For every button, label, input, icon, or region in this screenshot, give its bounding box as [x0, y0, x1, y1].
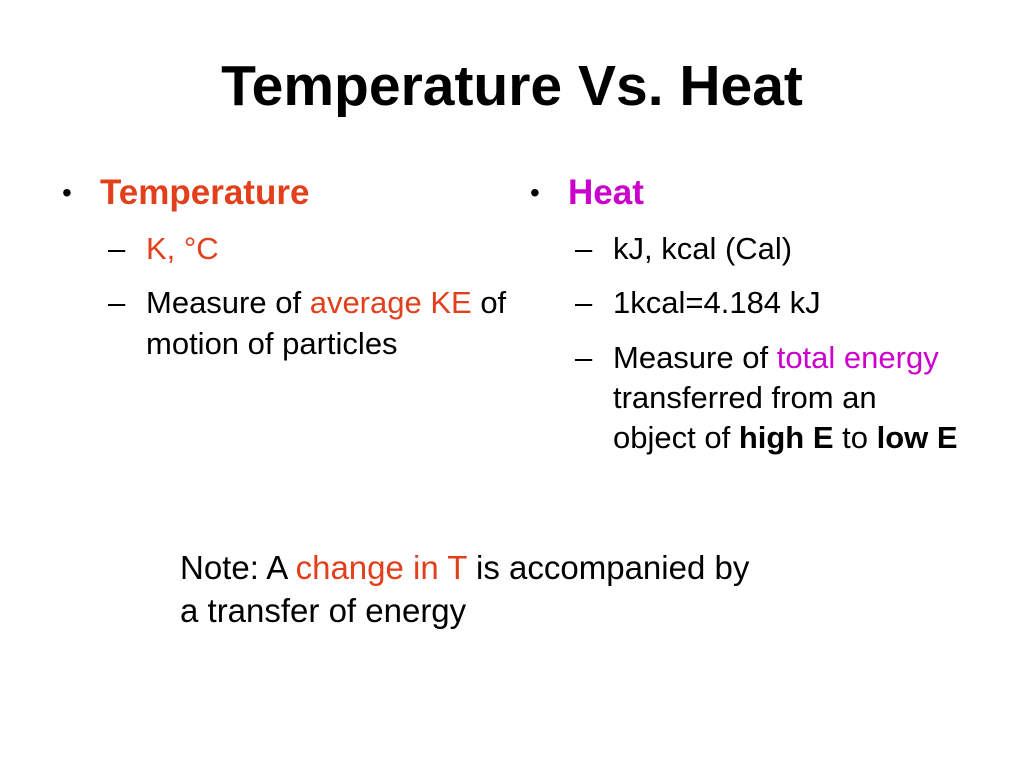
- change-in-t-highlight: change in T: [295, 548, 467, 586]
- content-columns: • Temperature – K, °C – Measure of avera…: [0, 118, 1024, 500]
- heat-sub-measure-row: – Measure of total energy transferred fr…: [575, 338, 1024, 459]
- heat-units: kJ, kcal (Cal): [613, 231, 793, 267]
- dash-marker: –: [575, 339, 593, 375]
- heat-measure-text: Measure of total energy transferred from…: [613, 338, 958, 459]
- temperature-column: • Temperature – K, °C – Measure of avera…: [50, 170, 520, 364]
- temperature-units: K, °C: [146, 231, 219, 267]
- temperature-sub-units-row: – K, °C: [108, 229, 520, 269]
- heat-measure-to: to: [833, 420, 877, 456]
- high-e-highlight: high E: [738, 420, 834, 456]
- temperature-sub-measure-row: – Measure of average KE of motion of par…: [108, 283, 520, 364]
- dash-marker: –: [108, 285, 126, 321]
- average-ke-highlight: average KE: [309, 285, 472, 321]
- slide-title: Temperature Vs. Heat: [221, 54, 803, 118]
- heat-sub-conversion-row: – 1kcal=4.184 kJ: [575, 283, 1024, 323]
- heat-heading-row: • Heat: [530, 170, 1024, 216]
- measure-suffix: of motion of particles: [146, 285, 507, 361]
- heat-heading: Heat: [568, 172, 644, 212]
- heat-column: • Heat – kJ, kcal (Cal) – 1kcal=4.184 kJ…: [520, 170, 1024, 459]
- note-suffix: is accompanied by a transfer of energy: [180, 548, 750, 630]
- measure-prefix: Measure of: [146, 285, 310, 321]
- note-prefix: Note: A: [180, 548, 296, 586]
- heat-measure-middle: transferred from an object of: [613, 380, 877, 456]
- bullet-marker: •: [62, 176, 72, 208]
- temperature-measure-text: Measure of average KE of motion of parti…: [146, 283, 516, 364]
- temperature-heading: Temperature: [100, 172, 310, 212]
- dash-marker: –: [108, 231, 126, 267]
- low-e-highlight: low E: [876, 420, 958, 456]
- temperature-heading-row: • Temperature: [62, 170, 520, 216]
- bullet-marker: •: [530, 176, 540, 208]
- total-energy-highlight: total energy: [776, 339, 939, 375]
- heat-conversion: 1kcal=4.184 kJ: [613, 285, 821, 321]
- dash-marker: –: [575, 231, 593, 267]
- heat-sub-units-row: – kJ, kcal (Cal): [575, 229, 1024, 269]
- heat-measure-prefix: Measure of: [613, 339, 777, 375]
- note-text: Note: A change in T is accompanied by a …: [180, 546, 760, 633]
- dash-marker: –: [575, 285, 593, 321]
